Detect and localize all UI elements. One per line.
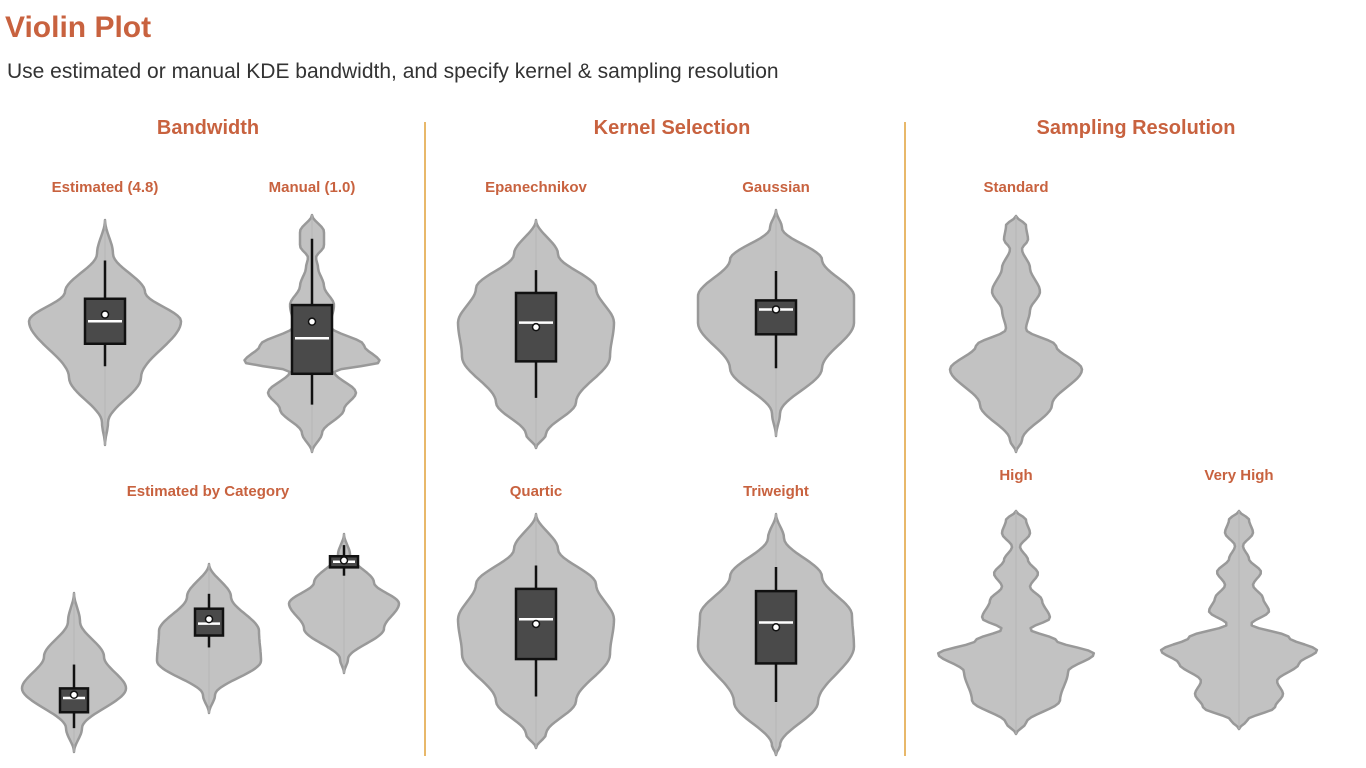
violin-3-3-1: [1159, 509, 1319, 731]
violin-2-3-1: [456, 512, 616, 750]
violin-2-4-1: [696, 512, 856, 757]
violin-2-2-1: [696, 208, 856, 438]
box-mean-marker: [100, 310, 110, 319]
section-title-3: Sampling Resolution: [1037, 117, 1236, 139]
page-title: Violin Plot: [5, 11, 152, 44]
panel-title-2-1: Epanechnikov: [485, 179, 587, 196]
violin-2-1-1: [456, 218, 616, 450]
box-mean-marker: [771, 623, 781, 632]
panel-title-3-1: Standard: [983, 179, 1048, 196]
box-mean-marker: [531, 322, 541, 332]
panel-title-3-2: High: [999, 467, 1032, 484]
panel-title-3-3: Very High: [1204, 467, 1273, 484]
panel-title-1-3: Estimated by Category: [127, 483, 290, 500]
box-mean-marker: [339, 556, 349, 565]
page-subtitle: Use estimated or manual KDE bandwidth, a…: [7, 60, 779, 83]
panel-title-2-4: Triweight: [743, 483, 809, 500]
violin-3-2-1: [936, 509, 1096, 736]
box-mean-marker: [69, 690, 79, 700]
panel-title-2-3: Quartic: [510, 483, 563, 500]
box-mean-marker: [531, 619, 541, 629]
violin-1-2-1: [243, 213, 381, 454]
section-title-1: Bandwidth: [157, 117, 259, 139]
box-iqr: [58, 687, 90, 714]
section-title-2: Kernel Selection: [594, 117, 751, 139]
box-mean-marker: [204, 614, 214, 624]
violin-1-3-3: [287, 532, 401, 675]
box-iqr: [514, 587, 558, 661]
violin-1-3-1: [20, 591, 128, 754]
panel-title-1-2: Manual (1.0): [269, 179, 356, 196]
panel-title-2-2: Gaussian: [742, 179, 810, 196]
panel-title-1-1: Estimated (4.8): [52, 179, 159, 196]
violin-3-1-1: [948, 214, 1084, 454]
violin-1-1-1: [27, 218, 183, 447]
violin-1-3-2: [155, 562, 263, 715]
box-mean-marker: [771, 305, 781, 314]
box-mean-marker: [307, 317, 317, 326]
